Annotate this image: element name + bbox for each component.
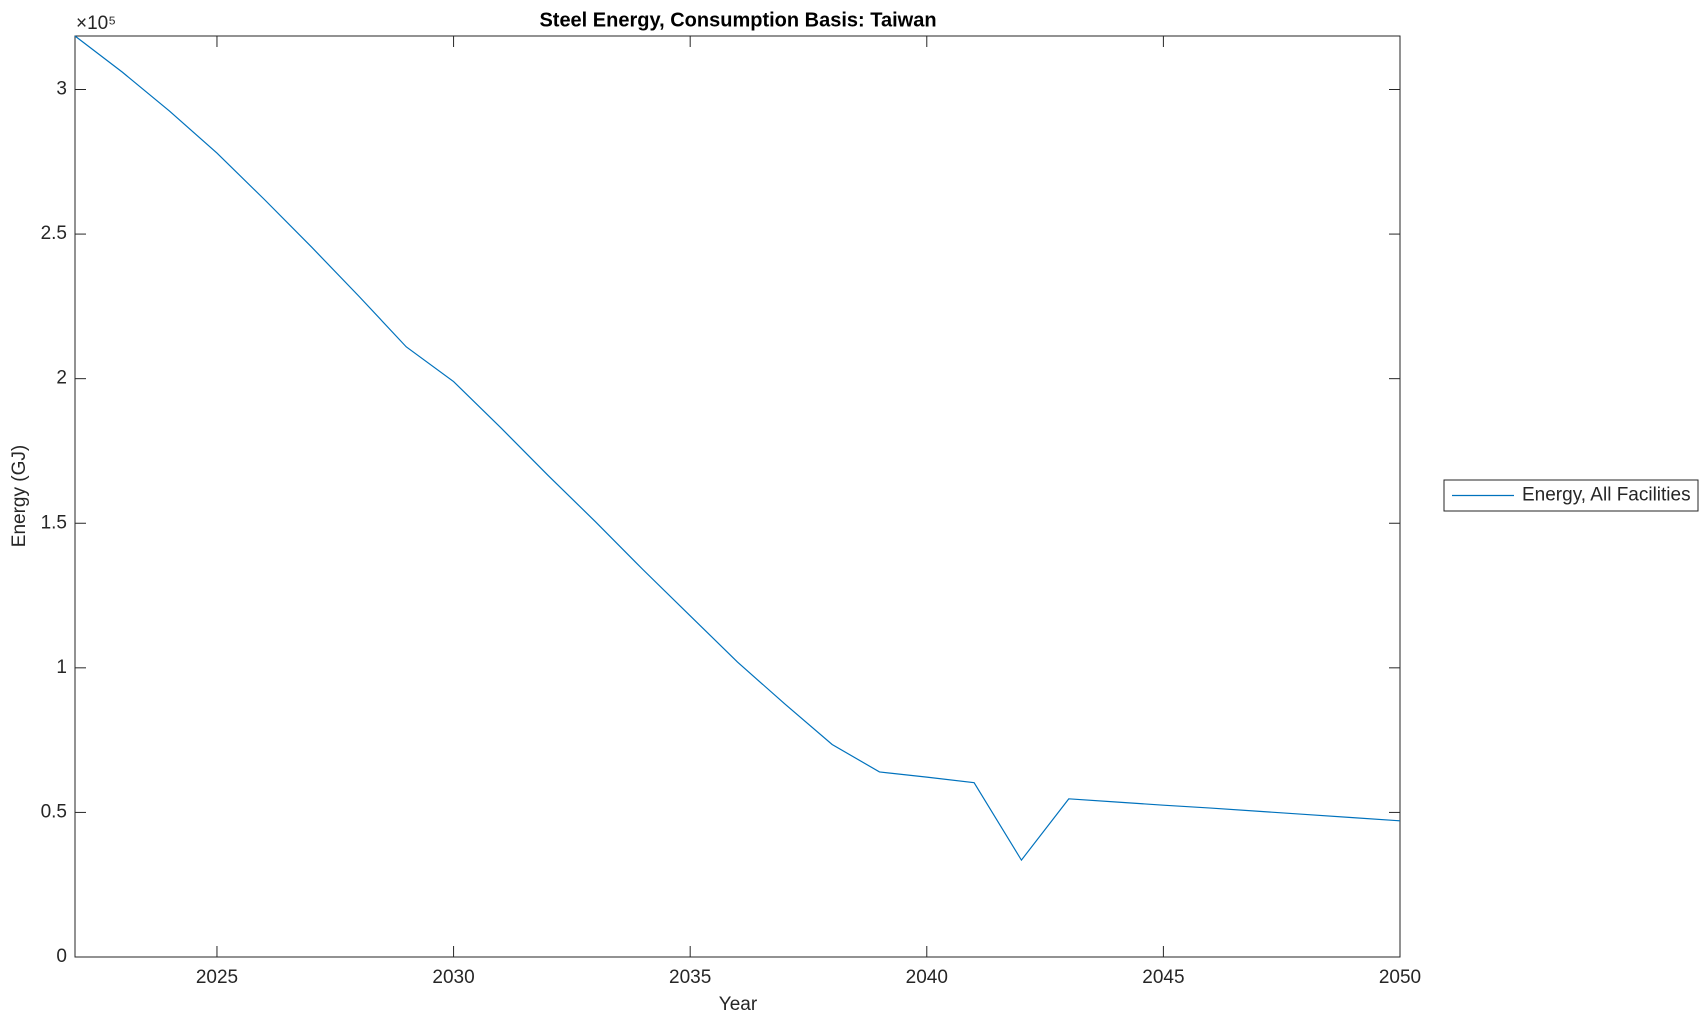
x-tick-label: 2025 bbox=[196, 967, 238, 988]
x-tick-label: 2035 bbox=[669, 967, 711, 988]
legend-label: Energy, All Facilities bbox=[1522, 485, 1691, 506]
plot-area bbox=[74, 35, 1401, 958]
y-tick-label: 2 bbox=[56, 368, 67, 389]
x-tick-label: 2045 bbox=[1142, 967, 1184, 988]
x-axis-label: Year bbox=[719, 994, 758, 1015]
x-tick-label: 2030 bbox=[432, 967, 474, 988]
x-tick-label: 2040 bbox=[906, 967, 948, 988]
y-tick-label: 0.5 bbox=[41, 801, 67, 822]
x-tick-label: 2050 bbox=[1379, 967, 1421, 988]
chart-title: Steel Energy, Consumption Basis: Taiwan bbox=[539, 9, 936, 31]
y-tick-label: 0 bbox=[56, 946, 67, 967]
y-tick-label: 3 bbox=[56, 79, 67, 100]
y-axis-label: Energy (GJ) bbox=[9, 445, 30, 547]
y-tick-label: 1.5 bbox=[41, 512, 67, 533]
y-multiplier: ×10⁵ bbox=[76, 13, 116, 34]
y-tick-label: 2.5 bbox=[41, 223, 67, 244]
y-tick-label: 1 bbox=[56, 657, 67, 678]
line bbox=[74, 35, 1401, 862]
